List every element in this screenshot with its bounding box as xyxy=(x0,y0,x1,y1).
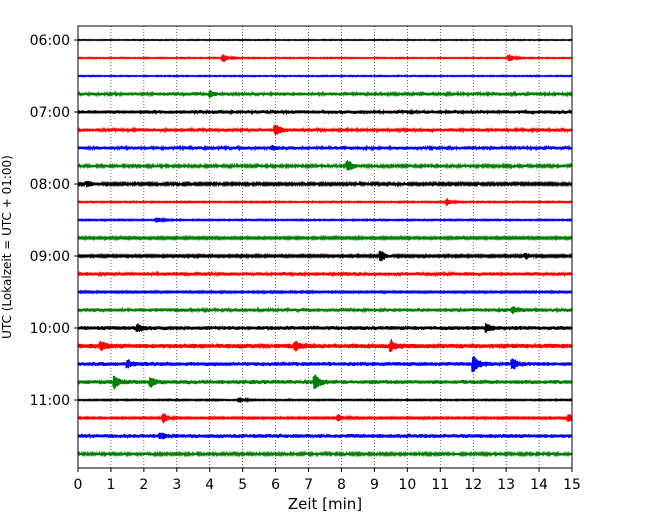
plot-frame xyxy=(77,25,573,469)
x-tick-label: 12 xyxy=(464,477,482,493)
x-tick-label: 15 xyxy=(563,477,581,493)
trace-1030 xyxy=(77,356,573,373)
traces xyxy=(77,38,573,458)
y-axis-ticks: 06:00 07:00 08:00 09:00 10:00 11:00 xyxy=(30,33,78,409)
x-tick-label: 10 xyxy=(398,477,416,493)
trace-0945 xyxy=(77,306,573,315)
trace-1115 xyxy=(77,413,573,424)
y-axis-label: UTC (Lokalzeit = UTC + 01:00) xyxy=(0,155,14,339)
x-tick-label: 7 xyxy=(304,477,313,493)
x-tick-label: 14 xyxy=(530,477,548,493)
x-tick-label: 3 xyxy=(172,477,181,493)
x-tick-label: 2 xyxy=(139,477,148,493)
x-tick-label: 0 xyxy=(74,477,83,493)
x-axis-label: Zeit [min] xyxy=(288,495,362,513)
x-tick-label: 8 xyxy=(337,477,346,493)
trace-0900 xyxy=(77,250,573,262)
trace-0600 xyxy=(77,38,573,42)
x-tick-label: 11 xyxy=(431,477,449,493)
trace-0630 xyxy=(77,74,573,78)
x-tick-label: 4 xyxy=(205,477,214,493)
x-tick-label: 1 xyxy=(106,477,115,493)
trace-1145 xyxy=(77,450,573,458)
y-tick-label: 06:00 xyxy=(30,33,70,49)
trace-0700 xyxy=(77,108,573,116)
trace-1000 xyxy=(77,322,573,333)
trace-0915 xyxy=(77,270,573,278)
trace-0730 xyxy=(77,144,573,152)
trace-0715 xyxy=(77,124,573,136)
x-tick-label: 6 xyxy=(271,477,280,493)
trace-1100 xyxy=(77,396,573,404)
y-tick-label: 11:00 xyxy=(30,393,70,409)
x-tick-label: 9 xyxy=(370,477,379,493)
x-tick-label: 5 xyxy=(238,477,247,493)
y-tick-label: 07:00 xyxy=(30,105,70,121)
y-tick-label: 08:00 xyxy=(30,177,70,193)
trace-1045 xyxy=(77,374,573,390)
trace-0615 xyxy=(77,54,573,63)
y-tick-label: 10:00 xyxy=(30,321,70,337)
plot-background xyxy=(78,26,572,468)
trace-1015 xyxy=(77,339,573,352)
trace-1130 xyxy=(77,432,573,440)
trace-0930 xyxy=(77,289,573,295)
trace-0645 xyxy=(77,90,573,98)
trace-0745 xyxy=(77,160,573,171)
trace-0800 xyxy=(77,180,573,188)
x-tick-label: 13 xyxy=(497,477,515,493)
x-axis-ticks: 0 1 2 3 4 5 6 7 8 9 10 11 12 13 14 15 xyxy=(74,468,581,493)
trace-0815 xyxy=(77,198,573,207)
trace-0845 xyxy=(77,234,573,242)
trace-0830 xyxy=(77,216,573,224)
y-tick-label: 09:00 xyxy=(30,249,70,265)
